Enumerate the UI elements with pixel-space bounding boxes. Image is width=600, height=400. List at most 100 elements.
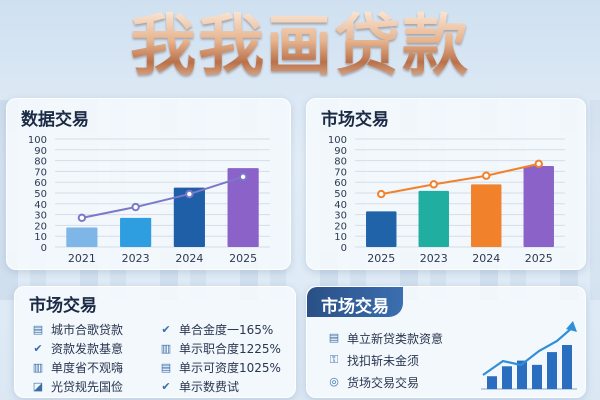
bar	[66, 227, 98, 247]
bar	[366, 211, 397, 247]
line-point	[238, 172, 248, 182]
line-point	[429, 180, 438, 189]
y-tick-label: 0	[341, 243, 347, 254]
bar	[471, 184, 502, 247]
list-item-label: 单示可资度1025%	[179, 361, 281, 375]
y-tick-label: 80	[34, 157, 47, 168]
list-item: ◪ 光贷规先国俭	[31, 377, 123, 396]
bar	[227, 168, 259, 247]
y-tick-label: 0	[41, 243, 47, 254]
globe-icon: ◎	[329, 375, 339, 388]
y-tick-label: 40	[334, 200, 347, 211]
y-tick-label: 50	[334, 189, 347, 200]
y-tick-label: 70	[34, 167, 47, 178]
title-tag	[307, 287, 403, 317]
list-item-label: 城市合歌贷款	[51, 323, 124, 337]
x-tick-label: 2025	[367, 252, 395, 265]
list-item: ◎ 货场交易交易	[327, 371, 443, 393]
list-item-label: 光贷规先国俭	[51, 380, 124, 394]
y-tick-label: 60	[34, 178, 47, 189]
list-item: ▥ 单示职合度1225%	[159, 339, 281, 358]
x-tick-label: 2024	[175, 252, 203, 265]
bar-chart-icon: ▥	[32, 360, 44, 374]
line-point	[534, 159, 543, 169]
bar	[418, 190, 449, 247]
y-tick-label: 50	[34, 189, 47, 200]
chart-icon: ◪	[32, 379, 44, 393]
checkmark-icon: ✔	[161, 379, 171, 393]
bar	[173, 187, 205, 247]
panel-title: 市场交易	[29, 296, 97, 316]
bar	[487, 376, 497, 389]
y-tick-label: 10	[334, 232, 347, 243]
series-line	[81, 175, 244, 219]
x-tick-label: 2023	[420, 252, 448, 265]
x-tick-label: 2025	[229, 252, 257, 265]
line-point	[482, 171, 491, 180]
checkmark-icon: ✔	[33, 341, 43, 355]
x-tick-label: 2021	[68, 252, 96, 265]
bar	[502, 366, 512, 389]
y-tick-label: 100	[28, 135, 47, 146]
x-tick-label: 2025	[525, 252, 553, 265]
features-panel: 市场交易 ▤ 城市合歌贷款 ✔ 资款发款基意 ▥ 单度省不观嗨 ◪ 光贷规先国俭 ✔ 单合金度一…	[14, 286, 296, 398]
y-tick-label: 100	[328, 135, 347, 146]
bar	[532, 364, 542, 389]
y-tick-label: 10	[34, 232, 47, 243]
trend-arrow-line	[482, 326, 574, 376]
bar	[547, 352, 557, 389]
y-tick-label: 90	[334, 146, 347, 157]
list-item: ▤ 城市合歌贷款	[31, 320, 123, 339]
x-tick-label: 2024	[472, 252, 500, 265]
market-summary-panel: 市场交易 ▤ 单立新贷类款资意 ⚿ 找扣斩未金须 ◎ 货场交易交易	[306, 286, 586, 398]
panel-title: 市场交易	[321, 297, 389, 317]
y-tick-label: 40	[34, 200, 47, 211]
list-item: ⚿ 找扣斩未金须	[327, 349, 443, 371]
list-item: ✔ 单示数费试	[159, 377, 281, 396]
y-tick-label: 30	[334, 211, 347, 222]
bar	[517, 360, 527, 389]
list-item-label: 单立新贷类款资意	[347, 331, 444, 346]
list-item: ▥ 单度省不观嗨	[31, 358, 123, 377]
bar	[562, 345, 572, 389]
trend-arrow-head	[566, 321, 577, 332]
document-icon: ▤	[328, 331, 340, 344]
panel-title: 数据交易	[21, 110, 89, 130]
checkmark-icon: ✔	[161, 322, 171, 336]
data-trading-panel: 数据交易 0 10 20 30 40 50 60 70 80 90 100 2021 2023 2024 2…	[6, 98, 291, 270]
growth-chart	[481, 321, 577, 390]
page-title: 我我画贷款	[0, 2, 600, 88]
bar	[523, 166, 554, 247]
series-line	[381, 162, 539, 196]
y-tick-label: 20	[34, 221, 47, 232]
list-item: ▤ 单示可资度1025%	[159, 358, 281, 377]
y-tick-label: 20	[334, 221, 347, 232]
bar-chart-icon: ▥	[160, 341, 172, 355]
x-tick-label: 2023	[122, 252, 150, 265]
line-point	[77, 213, 87, 223]
list-item-label: 单示职合度1225%	[179, 342, 281, 356]
line-point	[131, 202, 140, 212]
list-item-label: 单度省不观嗨	[51, 361, 124, 375]
y-tick-label: 30	[34, 211, 47, 222]
feature-list-right: ✔ 单合金度一165% ▥ 单示职合度1225% ▤ 单示可资度1025% ✔ 单示数费试	[159, 320, 281, 396]
document-icon: ▤	[160, 360, 172, 374]
list-item: ✔ 单合金度一165%	[159, 320, 281, 339]
y-tick-label: 70	[334, 167, 347, 178]
summary-list: ▤ 单立新贷类款资意 ⚿ 找扣斩未金须 ◎ 货场交易交易	[327, 327, 443, 393]
list-item: ✔ 资款发款基意	[31, 339, 123, 358]
document-icon: ▤	[32, 322, 44, 336]
panel-title: 市场交易	[321, 110, 389, 130]
market-trading-panel: 市场交易 0 10 20 30 40 50 60 70 80 90 100 2025 2023 2024 2…	[306, 98, 586, 270]
list-item-label: 找扣斩未金须	[347, 353, 420, 368]
list-item-label: 单示数费试	[179, 380, 240, 394]
y-tick-label: 60	[334, 178, 347, 189]
bar	[120, 217, 152, 247]
list-item: ▤ 单立新贷类款资意	[327, 327, 443, 349]
lock-icon: ⚿	[329, 353, 339, 366]
list-item-label: 资款发款基意	[51, 342, 124, 356]
line-point	[377, 189, 386, 199]
line-point	[185, 189, 194, 199]
